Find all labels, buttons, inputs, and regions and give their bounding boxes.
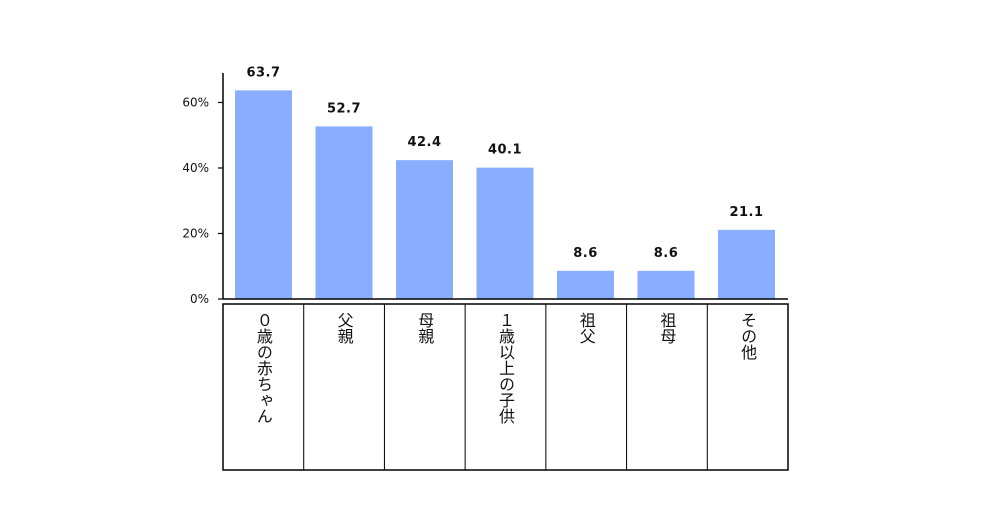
- bar: [235, 90, 292, 299]
- bar: [476, 167, 534, 299]
- bars: [235, 90, 775, 300]
- y-tick-label: 20%: [182, 226, 209, 240]
- category-label: 父親: [335, 312, 354, 345]
- category-label: 母親: [415, 312, 434, 345]
- category-label: その他: [738, 312, 757, 361]
- category-label: 祖母: [657, 312, 676, 345]
- category-table-border: [222, 303, 789, 471]
- bar: [718, 229, 775, 299]
- data-label: 21.1: [729, 205, 763, 220]
- category-table: ０歳の赤ちゃん 父親 母親 １歳以上の子供 祖父 祖母 その他: [222, 303, 789, 471]
- data-label: 8.6: [654, 246, 679, 261]
- category-label: １歳以上の子供: [496, 312, 515, 424]
- category-label: 祖父: [577, 312, 596, 344]
- data-label: 52.7: [327, 101, 361, 116]
- y-tick-label: 60%: [182, 95, 209, 109]
- data-label: 8.6: [573, 246, 598, 261]
- category-label: ０歳の赤ちゃん: [254, 312, 273, 424]
- data-label: 40.1: [488, 143, 522, 158]
- data-label: 42.4: [407, 135, 441, 150]
- data-labels: 63.7 52.7 42.4 40.1 8.6 8.6 21.1: [246, 65, 763, 260]
- y-tick-label: 40%: [182, 161, 209, 175]
- bar: [315, 126, 373, 300]
- bar: [557, 270, 614, 299]
- y-axis-ticks: 0% 20% 40% 60%: [182, 95, 223, 306]
- bar: [396, 160, 453, 299]
- bar: [637, 270, 695, 299]
- data-label: 63.7: [246, 65, 280, 80]
- y-tick-label: 0%: [190, 292, 209, 306]
